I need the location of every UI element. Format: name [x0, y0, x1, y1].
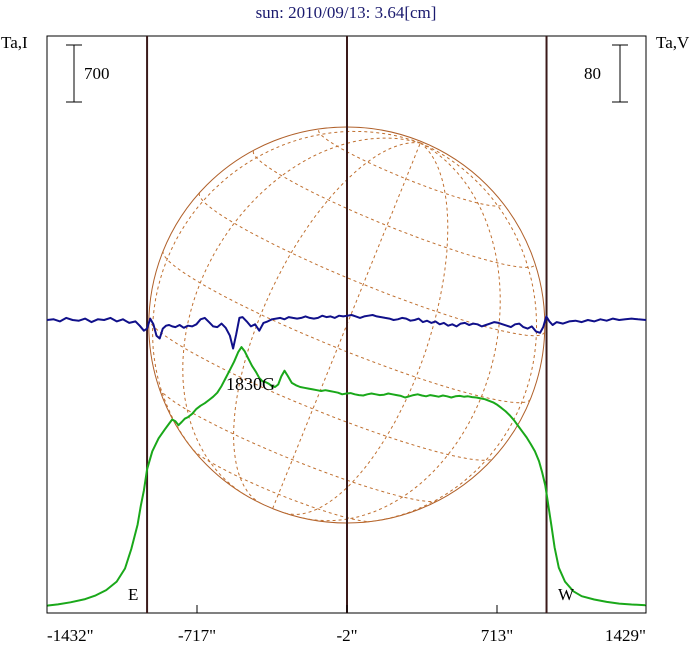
- meridian-line: [272, 142, 421, 509]
- left-axis-label: Ta,I: [1, 33, 28, 52]
- intensity-series-line: [46, 346, 647, 607]
- parallel-line: [148, 318, 494, 461]
- parallel-line: [318, 130, 503, 207]
- x-axis-ticks: -1432" -717" -2" 713" 1429": [46, 605, 647, 645]
- x-tick-label: -717": [178, 626, 216, 645]
- meridian-line: [284, 142, 449, 515]
- meridian-line: [182, 137, 421, 495]
- east-limb-label: E: [128, 585, 138, 604]
- limb-lines: [146, 36, 548, 613]
- solar-disk: [148, 126, 546, 524]
- x-tick-label: 713": [481, 626, 513, 645]
- polarization-series-line: [46, 314, 647, 350]
- west-limb-label: W: [558, 585, 575, 604]
- right-scale-bar-label: 80: [584, 64, 601, 83]
- x-tick-label: -1432": [47, 626, 94, 645]
- meridian-line: [302, 142, 501, 522]
- parallel-line: [159, 388, 438, 503]
- series-group: [46, 314, 647, 607]
- right-scale-bar: 80: [584, 44, 628, 103]
- x-tick-label: -2": [336, 626, 357, 645]
- meridian-line: [233, 142, 421, 504]
- meridian-line: [152, 130, 421, 458]
- parallel-line: [192, 449, 371, 523]
- left-scale-bar: 700: [66, 44, 110, 103]
- meridian-line: [360, 142, 537, 523]
- x-tick-label: 1429": [605, 626, 646, 645]
- right-axis-label: Ta,V: [656, 33, 690, 52]
- parallel-line: [252, 151, 536, 268]
- chart-title: sun: 2010/09/13: 3.64[cm]: [256, 3, 437, 22]
- parallel-line: [162, 250, 531, 404]
- left-scale-bar-label: 700: [84, 64, 110, 83]
- active-region-label: 1830G: [226, 374, 275, 394]
